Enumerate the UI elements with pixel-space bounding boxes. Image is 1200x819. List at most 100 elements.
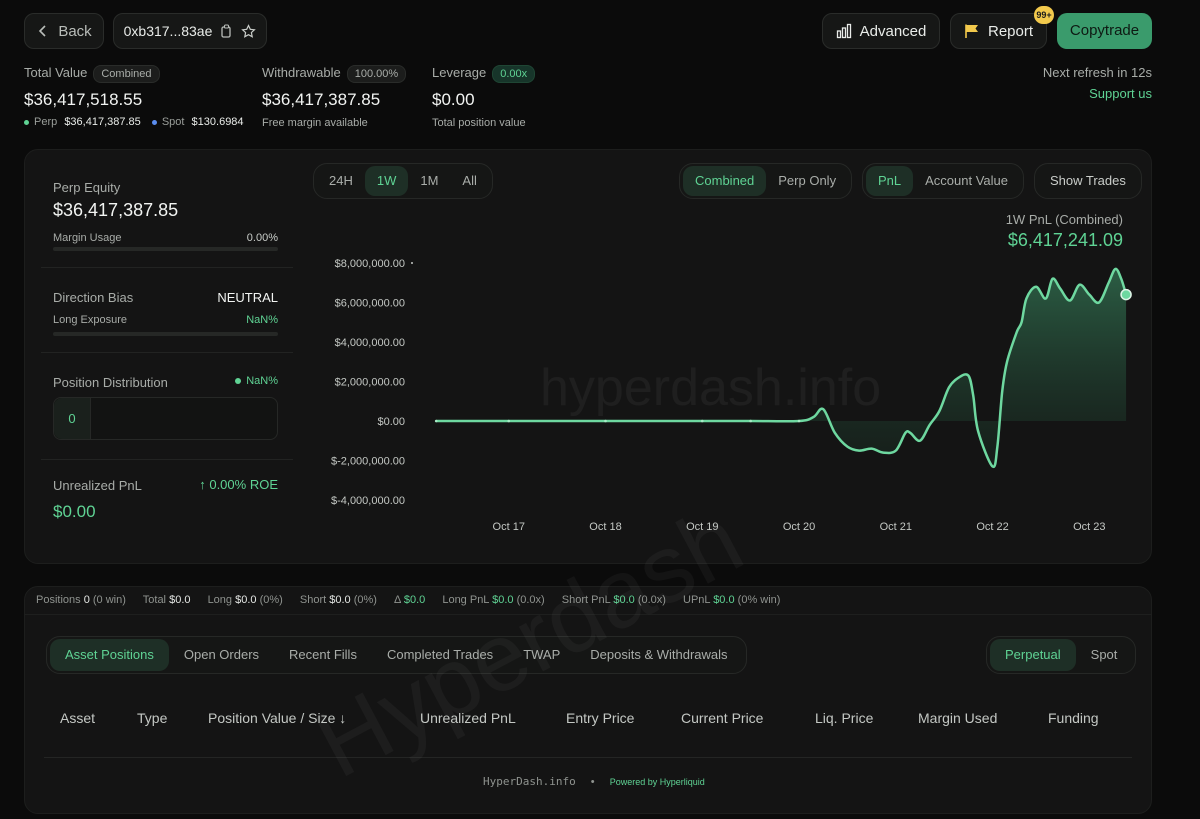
total-value-stat: $0.0 <box>169 594 191 606</box>
short-value: $0.0 <box>329 594 351 606</box>
column-header-type[interactable]: Type <box>137 710 168 726</box>
chart-watermark: hyperdash.info <box>540 358 881 418</box>
copy-icon[interactable] <box>220 24 233 38</box>
y-tick-label: $6,000,000.00 <box>335 298 405 310</box>
back-label: Back <box>58 22 92 40</box>
column-header-position-value-size[interactable]: Position Value / Size ↓ <box>208 710 347 726</box>
x-tick-label: Oct 22 <box>976 521 1008 533</box>
spot-dot <box>151 119 157 125</box>
range-selector: 24H 1W 1M All <box>313 163 493 199</box>
tab-deposits-withdrawals[interactable]: Deposits & Withdrawals <box>590 647 728 662</box>
pnl-chart[interactable]: $8,000,000.00 $6,000,000.00 $4,000,000.00 $… <box>300 250 1150 550</box>
star-icon[interactable] <box>241 23 257 39</box>
footer-brand: HyperDash.info <box>483 775 576 788</box>
column-header-entry-price[interactable]: Entry Price <box>566 710 635 726</box>
report-count-badge: 99+ <box>1034 6 1054 24</box>
panel-divider <box>41 459 293 460</box>
report-button[interactable]: Report <box>950 13 1047 49</box>
long-exposure-label: Long Exposure <box>53 314 127 326</box>
delta-label: Δ <box>394 594 401 606</box>
position-distribution-status: NaN% <box>200 375 278 387</box>
roe-block: ↑ 0.00% ROE <box>170 477 278 492</box>
short-pnl-sub: (0.0x) <box>637 594 666 606</box>
y-tick-label: $-2,000,000.00 <box>331 456 405 468</box>
positions-sub: (0 win) <box>92 594 126 606</box>
y-axis-marker <box>411 262 413 264</box>
column-header-funding[interactable]: Funding <box>1048 710 1099 726</box>
withdrawable-value: $36,417,387.85 <box>262 90 381 109</box>
short-label: Short <box>299 594 327 606</box>
tab-twap[interactable]: TWAP <box>523 647 561 662</box>
long-label: Long <box>207 594 233 606</box>
tab-completed-trades[interactable]: Completed Trades <box>386 647 494 662</box>
upnl-sub: (0% win) <box>737 594 781 606</box>
mode-combined[interactable]: Combined <box>683 166 767 196</box>
column-header-margin-used[interactable]: Margin Used <box>918 710 998 726</box>
tab-asset-positions[interactable]: Asset Positions <box>50 639 169 671</box>
stats-divider <box>24 614 1152 615</box>
tab-open-orders[interactable]: Open Orders <box>183 647 260 662</box>
long-pnl-sub: (0.0x) <box>516 594 545 606</box>
back-button[interactable]: Back <box>24 13 104 49</box>
spot-label: Spot <box>161 116 185 128</box>
x-tick-label: Oct 19 <box>686 521 718 533</box>
footer: HyperDash.info • Powered by Hyperliquid <box>483 775 705 788</box>
range-24h[interactable]: 24H <box>329 173 353 188</box>
withdrawable-label: Withdrawable <box>262 65 341 80</box>
mode-perp-only[interactable]: Perp Only <box>778 173 837 188</box>
perp-equity-label: Perp Equity <box>53 180 121 195</box>
report-label: Report <box>987 22 1034 40</box>
pnl-point <box>700 419 704 423</box>
positions-tabs: Asset Positions Open Orders Recent Fills Co… <box>46 636 747 674</box>
advanced-button[interactable]: Advanced <box>822 13 940 49</box>
y-tick-label: $-4,000,000.00 <box>331 495 405 507</box>
position-count: 0 <box>54 398 91 439</box>
copytrade-button[interactable]: Copytrade <box>1057 13 1152 49</box>
roe-value: 0.00% ROE <box>209 477 278 492</box>
support-link[interactable]: Support us <box>1089 86 1152 101</box>
total-value: $36,417,518.55 <box>24 90 143 109</box>
refresh-timer: Next refresh in 12s <box>1042 65 1152 80</box>
y-tick-label: $4,000,000.00 <box>335 337 405 349</box>
total-value-label: Total Value <box>24 65 88 80</box>
total-value-tag: Combined <box>93 65 160 83</box>
address-chip: 0xb317...83ae <box>113 13 267 49</box>
direction-bias-label: Direction Bias <box>53 290 134 305</box>
x-tick-label: Oct 18 <box>589 521 621 533</box>
pnl-point <box>604 419 607 423</box>
range-all[interactable]: All <box>462 173 477 188</box>
column-header-current-price[interactable]: Current Price <box>681 710 764 726</box>
pnl-area-fill <box>436 268 1127 467</box>
footer-separator: • <box>590 776 595 788</box>
positions-label: Positions <box>36 594 81 606</box>
delta-value: $0.0 <box>403 594 426 606</box>
column-header-liq-price[interactable]: Liq. Price <box>815 710 874 726</box>
column-header-unrealized-pnl[interactable]: Unrealized PnL <box>420 710 516 726</box>
panel-divider <box>41 267 293 268</box>
powered-by-link[interactable]: Powered by Hyperliquid <box>609 777 705 787</box>
wallet-address: 0xb317...83ae <box>123 23 213 39</box>
market-tabs: Perpetual Spot <box>986 636 1137 674</box>
leverage-tag: 0.00x <box>492 65 536 83</box>
range-1w[interactable]: 1W <box>364 166 409 196</box>
column-header-asset[interactable]: Asset <box>60 710 96 726</box>
spot-value: $130.6984 <box>191 116 244 128</box>
range-1m[interactable]: 1M <box>420 173 439 188</box>
mode-selector: Combined Perp Only <box>679 163 853 199</box>
status-dot <box>235 378 242 385</box>
pnl-point <box>797 419 801 423</box>
show-trades-label: Show Trades <box>1050 173 1126 188</box>
long-sub: (0%) <box>259 594 283 606</box>
market-perpetual[interactable]: Perpetual <box>990 639 1076 671</box>
metric-account-value[interactable]: Account Value <box>925 173 1009 188</box>
x-tick-label: Oct 17 <box>493 521 525 533</box>
show-trades-button[interactable]: Show Trades <box>1034 163 1142 199</box>
metric-pnl[interactable]: PnL <box>866 166 914 196</box>
leverage-value: $0.00 <box>432 90 475 109</box>
margin-usage-bar <box>53 247 278 251</box>
withdrawable-block: Withdrawable 100.00% $36,417,387.85 Free … <box>262 64 407 129</box>
x-tick-label: Oct 20 <box>783 521 815 533</box>
pnl-point <box>434 419 438 423</box>
market-spot[interactable]: Spot <box>1090 647 1118 662</box>
tab-recent-fills[interactable]: Recent Fills <box>289 647 357 662</box>
